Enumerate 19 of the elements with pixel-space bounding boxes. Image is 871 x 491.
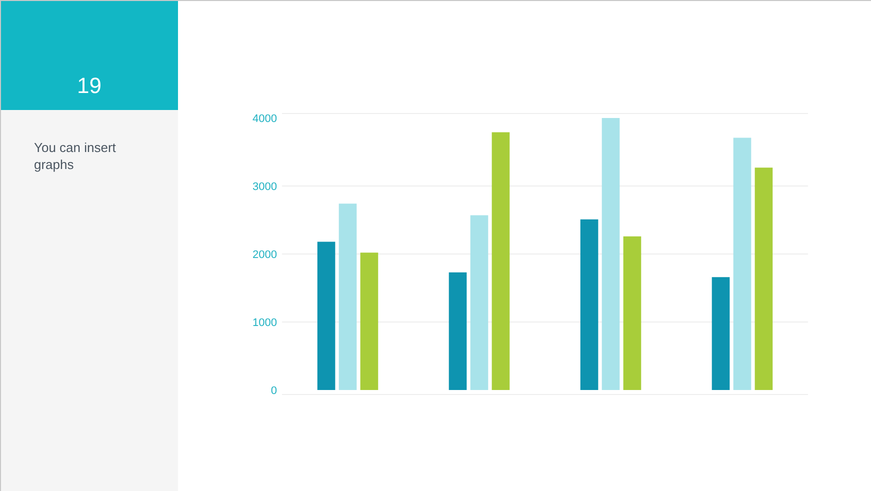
y-tick-label: 2000 bbox=[252, 248, 277, 261]
bar bbox=[712, 277, 730, 390]
bar bbox=[448, 272, 467, 390]
bar bbox=[338, 204, 357, 390]
bar bbox=[470, 215, 488, 390]
y-tick-label: 0 bbox=[270, 384, 277, 397]
y-tick-label: 3000 bbox=[252, 180, 277, 193]
y-tick-label: 1000 bbox=[252, 316, 277, 329]
bar bbox=[602, 118, 620, 390]
bar bbox=[623, 236, 642, 390]
bar bbox=[492, 132, 510, 390]
text: You can insert graphs bbox=[34, 140, 116, 172]
bar bbox=[580, 219, 598, 390]
bar bbox=[754, 168, 773, 390]
bar bbox=[733, 138, 752, 390]
y-tick-label: 4000 bbox=[252, 112, 277, 125]
bar bbox=[317, 242, 336, 390]
text: 19 bbox=[77, 73, 102, 98]
bar bbox=[360, 252, 378, 390]
